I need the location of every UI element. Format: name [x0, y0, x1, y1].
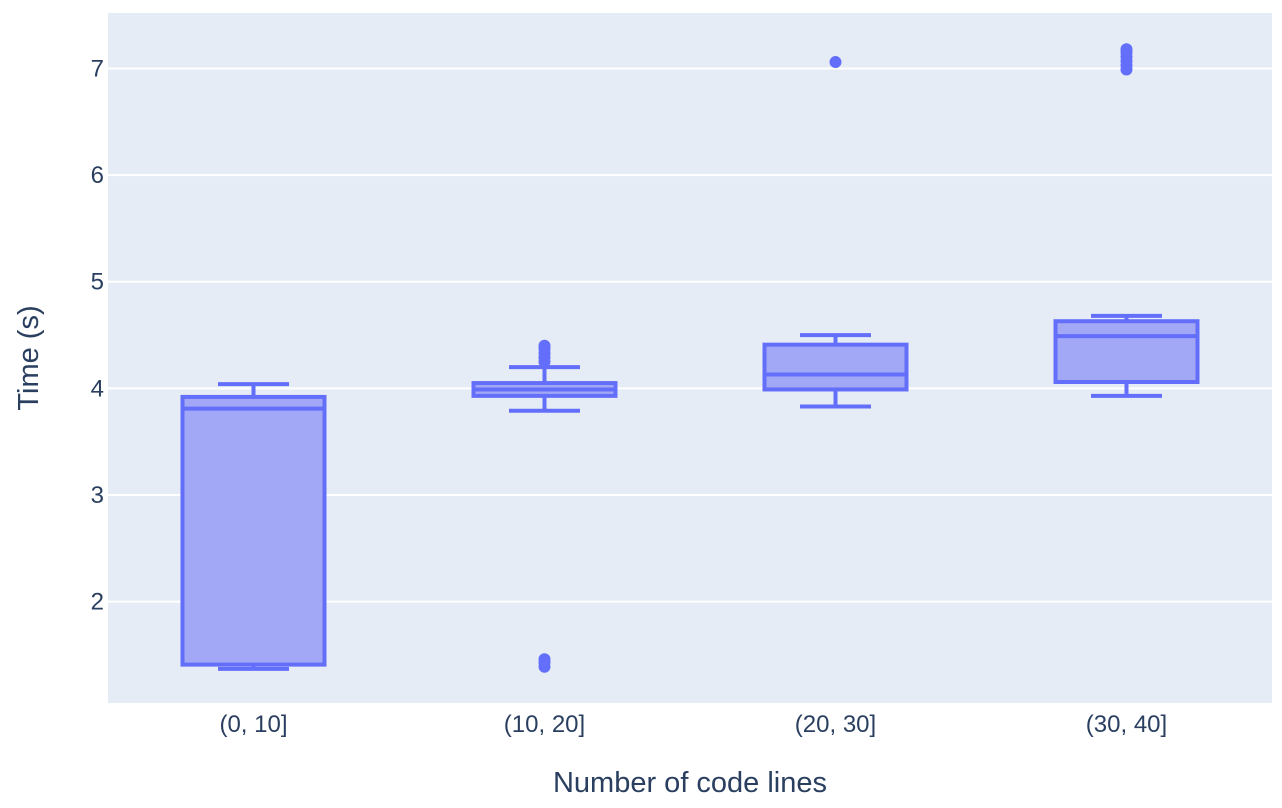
x-tick-label: (20, 30]: [795, 711, 876, 738]
outlier-point: [538, 339, 551, 352]
y-tick-label: 5: [91, 269, 104, 296]
box-1: [471, 339, 618, 673]
boxes: [180, 43, 1200, 673]
outlier-point: [829, 56, 842, 69]
box-3: [1053, 43, 1200, 398]
iqr-box: [1053, 319, 1200, 384]
x-axis-title: Number of code lines: [553, 767, 827, 799]
y-tick-label: 2: [91, 589, 104, 616]
box-2: [762, 56, 909, 409]
iqr-box: [762, 342, 909, 392]
x-tick-label: (10, 20]: [504, 711, 585, 738]
x-tick-label: (30, 40]: [1086, 711, 1167, 738]
outlier-point: [1120, 43, 1133, 56]
y-axis-title: Time (s): [13, 305, 45, 410]
y-tick-label: 6: [91, 162, 104, 189]
y-tick-labels: 2 3 4 5 6 7: [91, 55, 104, 615]
y-tick-label: 7: [91, 55, 104, 82]
iqr-box: [180, 394, 327, 667]
outlier-point: [538, 653, 551, 666]
y-tick-label: 3: [91, 482, 104, 509]
box-0: [180, 382, 327, 671]
y-tick-label: 4: [91, 375, 104, 402]
x-tick-label: (0, 10]: [219, 711, 287, 738]
x-tick-labels: (0, 10] (10, 20] (20, 30] (30, 40]: [219, 711, 1167, 738]
